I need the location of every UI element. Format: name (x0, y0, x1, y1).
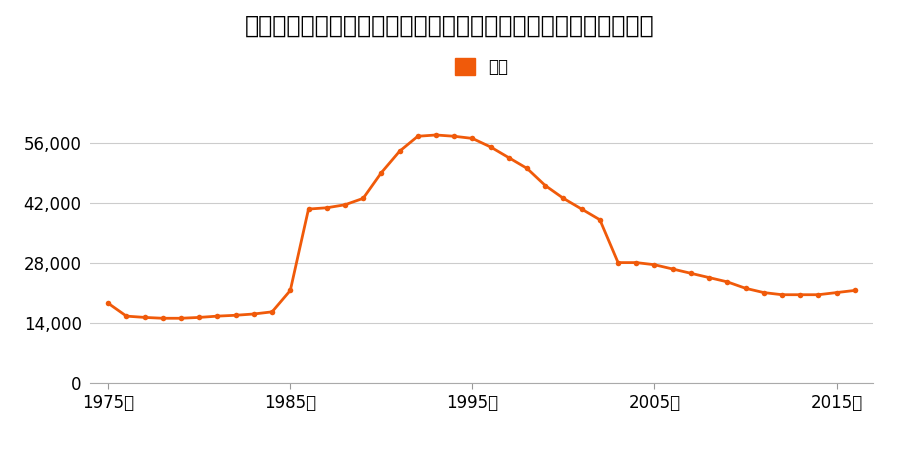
Legend: 価格: 価格 (448, 51, 515, 82)
Text: 茨城県日立市滑川町字祝サキ１９４３番１ほか１０筆の地価推移: 茨城県日立市滑川町字祝サキ１９４３番１ほか１０筆の地価推移 (245, 14, 655, 37)
